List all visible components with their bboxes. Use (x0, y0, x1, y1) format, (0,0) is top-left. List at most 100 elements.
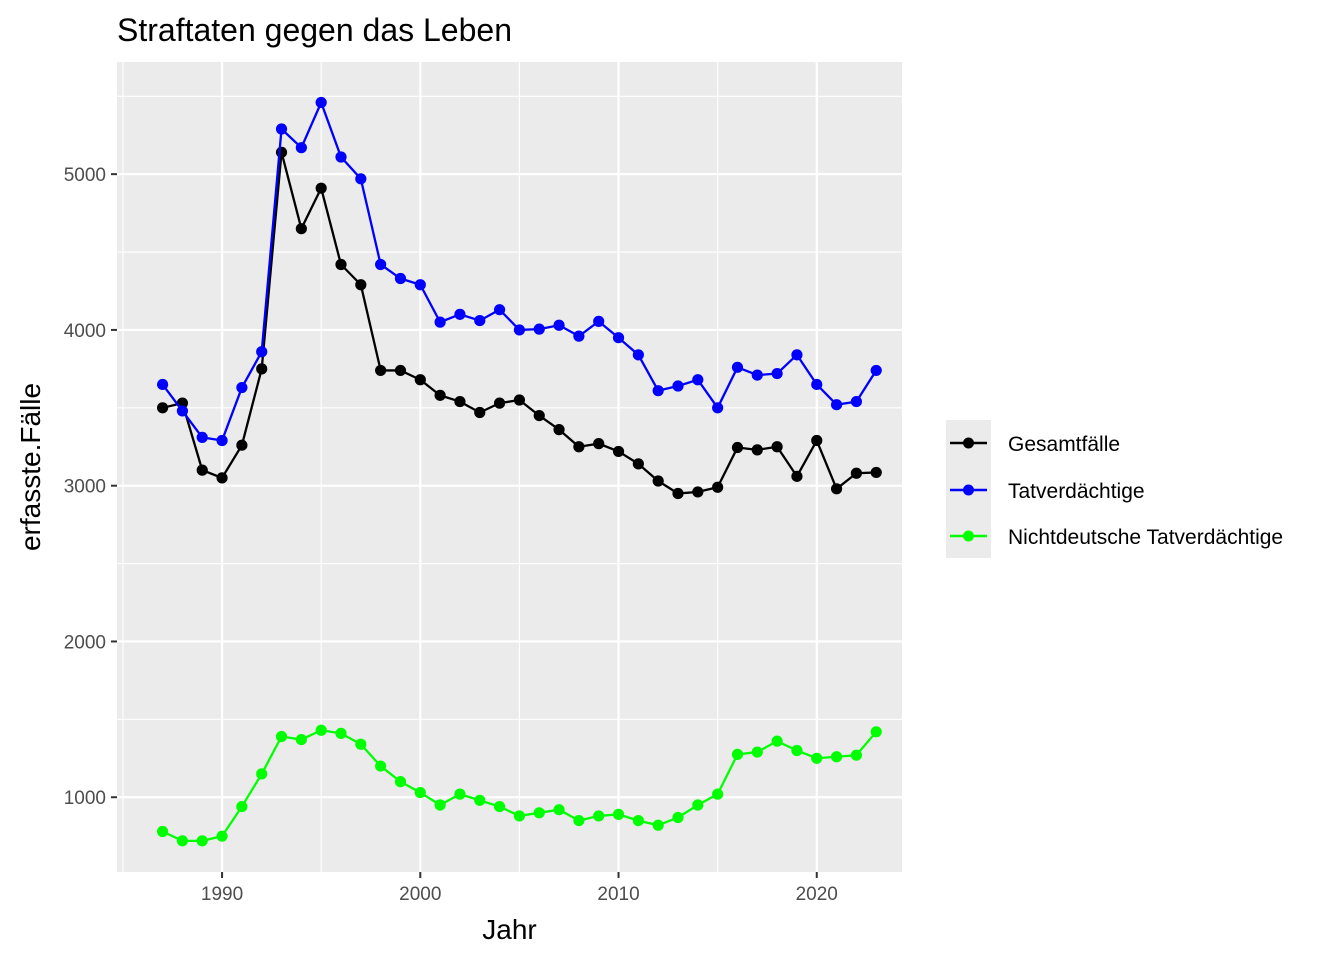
x-tick-label: 2020 (796, 884, 838, 905)
chart-title: Straftaten gegen das Leben (117, 12, 512, 48)
series-3 (156, 724, 882, 847)
data-point (355, 738, 367, 750)
data-point (712, 481, 724, 493)
data-point (553, 424, 565, 436)
legend-key-point (963, 437, 974, 449)
data-point (751, 369, 763, 381)
data-point (176, 405, 189, 417)
data-point (830, 399, 843, 411)
data-point (454, 395, 466, 408)
data-point (811, 434, 823, 447)
data-point (731, 361, 744, 373)
data-point (791, 470, 803, 482)
data-point (355, 279, 367, 291)
data-point (335, 727, 347, 739)
data-point (791, 744, 803, 757)
data-point (553, 319, 565, 331)
data-point (196, 835, 208, 847)
data-point (176, 835, 189, 847)
legend-label: Nichtdeutsche Tatverdächtige (1008, 526, 1283, 549)
data-point (493, 800, 506, 813)
data-point (850, 749, 863, 761)
axis-ticks (111, 173, 818, 878)
data-point (474, 406, 486, 419)
data-point (850, 395, 863, 408)
major-gridlines (117, 62, 902, 872)
data-point (573, 441, 585, 453)
series-1 (156, 146, 882, 500)
data-point (275, 730, 288, 743)
data-point (612, 445, 625, 458)
data-point (196, 464, 208, 476)
data-point (612, 332, 625, 344)
data-point (731, 748, 744, 760)
data-point (652, 819, 664, 831)
data-point (692, 799, 704, 811)
data-point (335, 258, 347, 271)
data-point (315, 182, 327, 194)
data-point (513, 394, 526, 406)
data-point (612, 808, 625, 820)
data-point (414, 279, 426, 291)
data-point (256, 346, 268, 358)
data-point (454, 308, 466, 320)
data-point (672, 487, 684, 500)
legend-label: Gesamtfälle (1008, 433, 1120, 456)
data-point (474, 314, 486, 327)
data-point (315, 724, 327, 736)
data-point (295, 142, 307, 154)
data-point (513, 324, 526, 336)
data-point (830, 751, 843, 763)
data-point (672, 811, 684, 824)
data-point (850, 467, 863, 479)
data-point (712, 788, 724, 800)
data-point (692, 486, 704, 498)
data-point (394, 272, 407, 285)
data-point (771, 735, 783, 747)
data-point (275, 146, 288, 158)
legend-item-nichtdeutsche-tatverdaechtige: Nichtdeutsche Tatverdächtige (950, 526, 1283, 549)
data-point (156, 378, 169, 391)
data-point (712, 402, 724, 414)
data-point (375, 258, 387, 271)
data-point (692, 374, 704, 386)
data-point (593, 438, 605, 450)
data-point (295, 733, 307, 746)
data-point (434, 389, 446, 401)
y-tick-label: 2000 (64, 632, 106, 653)
data-point (830, 483, 843, 495)
y-tick-label: 5000 (64, 165, 106, 186)
x-tick-label: 2010 (597, 884, 639, 905)
y-tick-label: 3000 (64, 477, 106, 498)
legend-label: Tatverdächtige (1008, 480, 1145, 503)
data-point (474, 794, 486, 806)
data-point (394, 776, 407, 788)
data-point (811, 378, 823, 391)
data-point (632, 814, 644, 827)
data-point (216, 472, 228, 484)
data-point (553, 804, 565, 816)
y-tick-labels: 1000 2000 3000 4000 5000 (64, 165, 106, 809)
data-point (256, 768, 268, 780)
data-point (275, 123, 288, 135)
data-point (791, 349, 803, 361)
data-point (434, 799, 446, 811)
data-point (870, 726, 882, 738)
legend-item-tatverdaechtige: Tatverdächtige (950, 480, 1145, 503)
data-point (156, 402, 169, 414)
data-point (236, 439, 248, 451)
data-point (414, 374, 426, 386)
legend-key-point (963, 484, 974, 496)
y-tick-label: 1000 (64, 788, 106, 809)
data-point (632, 349, 644, 361)
data-point (593, 810, 605, 822)
data-point (573, 330, 585, 342)
x-tick-label: 1990 (201, 884, 243, 905)
data-point (335, 151, 347, 163)
data-point (751, 746, 763, 758)
series-layer (156, 96, 882, 847)
data-point (156, 825, 169, 838)
data-point (493, 304, 506, 316)
data-point (493, 397, 506, 409)
